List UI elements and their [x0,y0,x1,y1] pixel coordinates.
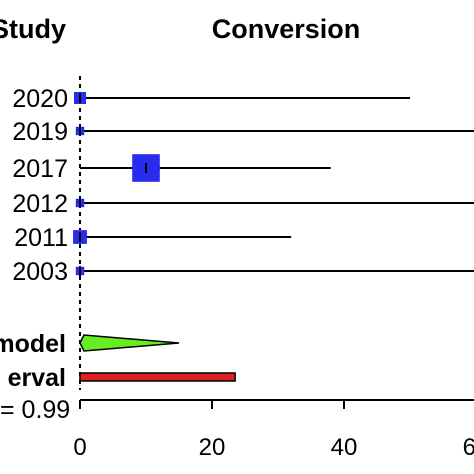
prediction-interval-bar [79,372,236,382]
study-label: 2019 [12,118,68,146]
study-label: 2017 [12,155,68,183]
summary-label: model [0,330,66,358]
study-column-header: Study [0,14,66,44]
interval-label: erval [8,364,66,392]
summary-diamond [79,334,180,352]
x-tick-label: 20 [199,434,226,461]
study-rows: 2020 2019 2017 2012 2011 2003 [12,85,474,286]
heterogeneity-stat: = 0.99 [0,396,70,424]
study-label: 2012 [12,190,68,218]
summary-row: model erval [0,330,236,392]
conversion-column-header: Conversion [212,14,361,44]
x-tick-label: 60 [463,434,474,461]
study-label: 2003 [12,258,68,286]
study-label: 2020 [12,85,68,113]
x-tick-label: 40 [331,434,358,461]
x-axis: 020406080 [73,399,474,461]
study-label: 2011 [14,224,68,252]
x-tick-label: 0 [73,434,86,461]
